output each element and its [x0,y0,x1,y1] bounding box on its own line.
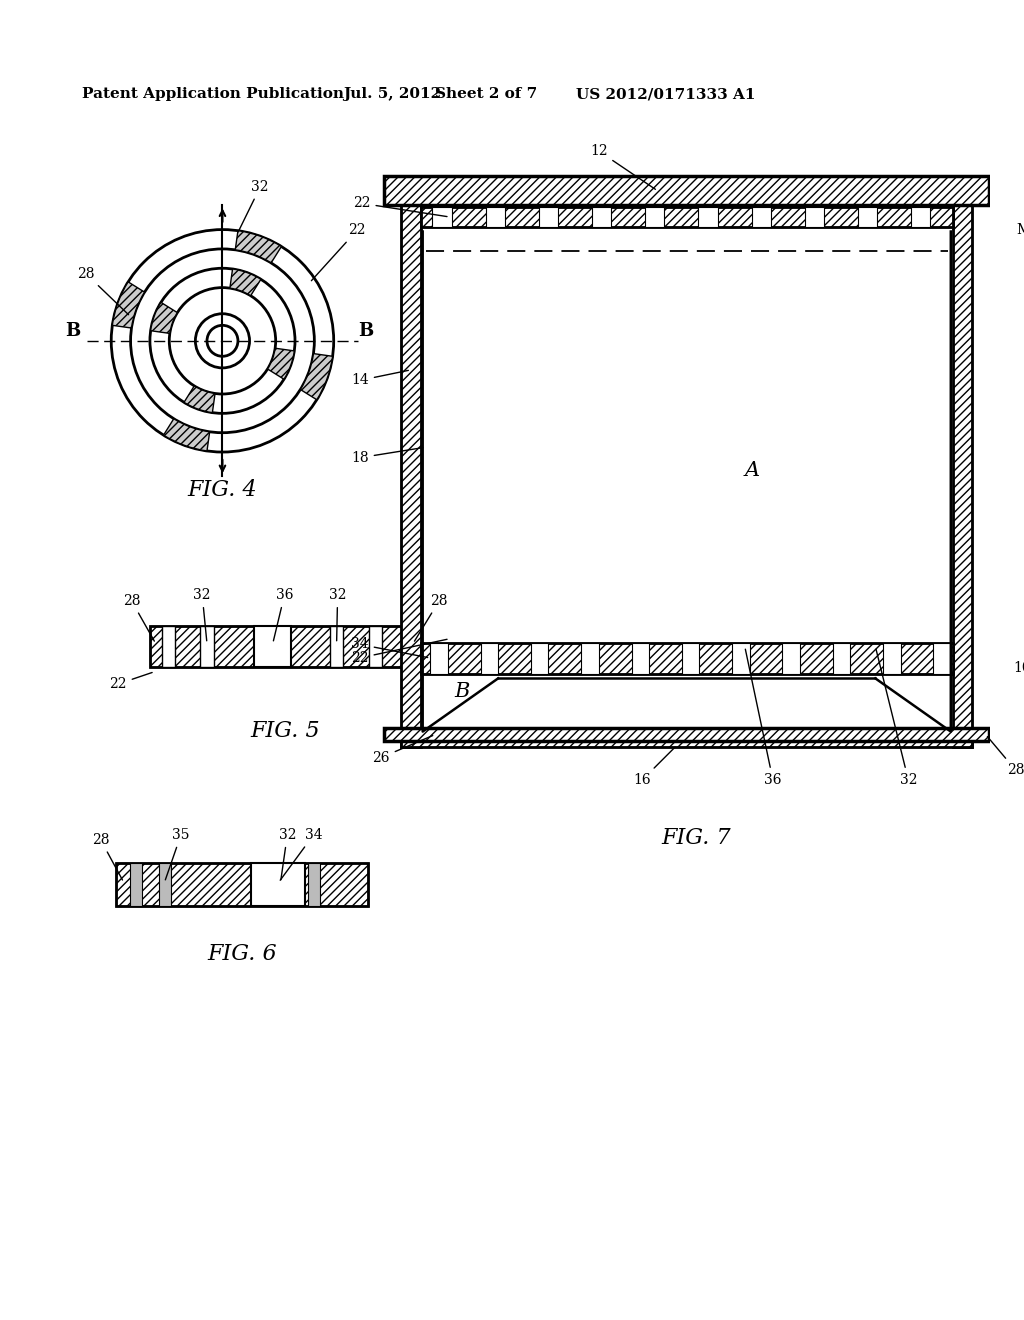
Bar [421,643,952,673]
Wedge shape [164,418,210,451]
Text: FIG. 6: FIG. 6 [207,942,276,965]
Text: 28: 28 [92,833,123,880]
Text: 22: 22 [110,672,153,692]
Text: 36: 36 [273,589,293,640]
Bar [150,626,421,667]
Text: 32: 32 [279,828,296,879]
Bar [592,207,611,227]
Bar [384,727,989,742]
Bar [782,643,800,673]
Text: B: B [455,681,470,701]
Text: 28: 28 [123,594,155,642]
Text: 18: 18 [351,447,423,465]
Bar [531,643,549,673]
Bar [952,177,972,747]
Wedge shape [267,348,294,379]
Bar [401,727,972,747]
Text: 28: 28 [415,594,447,642]
Bar [330,626,343,667]
Bar [952,177,972,747]
Text: M: M [1017,223,1024,238]
Bar [582,643,599,673]
Text: 32: 32 [239,180,269,232]
Text: B: B [65,322,80,341]
Bar [116,863,368,906]
Text: 34: 34 [351,638,428,657]
Text: 12: 12 [590,144,655,189]
Bar [369,626,382,667]
Text: B: B [358,322,373,341]
Bar [116,863,368,906]
Bar [401,727,972,747]
Bar [833,643,850,673]
Bar [252,863,305,906]
Bar [401,177,421,747]
Bar [732,643,750,673]
Text: 22: 22 [353,197,447,216]
Bar [539,207,558,227]
Wedge shape [300,354,333,400]
Bar [150,626,421,667]
Text: 10: 10 [1014,660,1024,675]
Bar [934,643,951,673]
Text: 35: 35 [165,828,189,880]
Text: Jul. 5, 2012: Jul. 5, 2012 [343,87,441,102]
Wedge shape [113,282,144,329]
Bar [421,207,952,227]
Text: 16: 16 [634,747,675,787]
Bar [421,643,952,673]
Text: 36: 36 [745,649,781,787]
Bar [752,207,771,227]
Bar [162,626,175,667]
Bar [307,863,321,906]
Bar [432,207,452,227]
Text: FIG. 7: FIG. 7 [662,826,731,849]
Bar [384,177,989,206]
Wedge shape [236,231,282,263]
Bar [858,207,878,227]
Text: 14: 14 [351,371,409,387]
Bar [430,643,447,673]
Text: Patent Application Publication: Patent Application Publication [82,87,344,102]
Wedge shape [184,385,215,413]
Bar [805,207,824,227]
Bar [201,626,214,667]
Bar [632,643,649,673]
Text: 32: 32 [194,589,211,640]
Bar [384,177,989,206]
Bar [130,863,142,906]
Text: Sheet 2 of 7: Sheet 2 of 7 [435,87,538,102]
Text: 26: 26 [373,735,433,764]
Bar [645,207,665,227]
Bar [485,207,505,227]
Bar [480,643,498,673]
Bar [384,727,989,742]
Text: 22: 22 [351,639,447,665]
Wedge shape [151,302,177,334]
Text: 34: 34 [281,828,323,880]
Text: 28: 28 [987,737,1024,777]
Text: A: A [744,461,760,480]
Text: 28: 28 [78,267,129,314]
Bar [911,207,931,227]
Text: 32: 32 [876,649,918,787]
Wedge shape [229,269,261,296]
Bar [159,863,171,906]
Text: 32: 32 [329,589,346,640]
Bar [421,207,952,227]
Text: FIG. 4: FIG. 4 [187,479,257,500]
Bar [698,207,718,227]
Bar [883,643,900,673]
Text: FIG. 5: FIG. 5 [251,721,321,742]
Text: US 2012/0171333 A1: US 2012/0171333 A1 [575,87,755,102]
Bar [254,626,291,667]
Bar [401,177,421,747]
Text: 22: 22 [311,223,366,281]
Bar [682,643,699,673]
